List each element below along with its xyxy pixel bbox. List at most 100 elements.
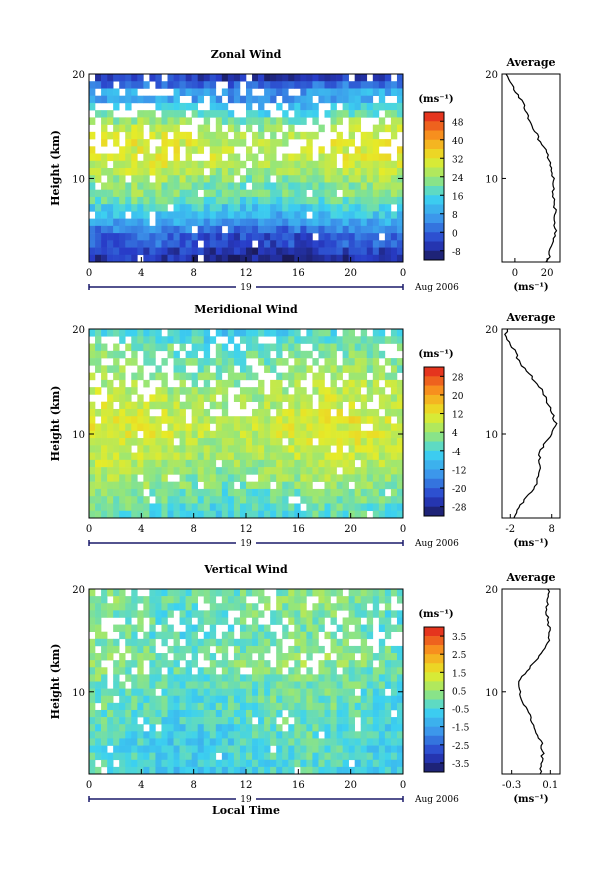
x-tick-label: 20	[344, 524, 357, 535]
heatmap-cell	[342, 225, 349, 234]
heatmap-cell	[378, 688, 386, 697]
heatmap-cell	[101, 589, 108, 597]
heatmap-cell	[258, 350, 265, 359]
heatmap-cell	[215, 168, 223, 176]
heatmap-cell	[264, 596, 271, 604]
heatmap-cell	[131, 168, 138, 176]
heatmap-cell	[209, 467, 217, 475]
heatmap-cell	[360, 160, 368, 169]
day-label-bg	[236, 282, 256, 292]
heatmap-cell	[215, 124, 223, 133]
colorbar-tick-label: -2.5	[452, 742, 470, 752]
heatmap-cell	[161, 702, 168, 711]
heatmap-cell	[366, 225, 374, 234]
heatmap-cell	[354, 117, 362, 125]
heatmap-cell	[119, 124, 126, 133]
heatmap-cell	[185, 204, 192, 212]
heatmap-cell	[131, 488, 138, 497]
heatmap-cell	[360, 488, 368, 497]
heatmap-cell	[264, 247, 271, 256]
heatmap-cell	[318, 445, 325, 453]
heatmap-cell	[239, 617, 247, 625]
heatmap-cell	[227, 503, 235, 512]
heatmap-cell	[239, 738, 247, 746]
heatmap-cell	[342, 168, 349, 176]
heatmap-cell	[107, 695, 114, 704]
heatmap-cell	[107, 74, 114, 82]
heatmap-cell	[312, 160, 319, 169]
heatmap-cell	[101, 603, 108, 611]
heatmap-cell	[252, 617, 259, 625]
heatmap-cell	[252, 674, 259, 682]
heatmap-cell	[336, 724, 343, 732]
heatmap-cell	[125, 416, 132, 424]
heatmap-cell	[354, 631, 362, 640]
heatmap-cell	[233, 139, 241, 147]
heatmap-cell	[288, 653, 295, 661]
heatmap-cell	[360, 95, 368, 104]
heatmap-cell	[179, 336, 186, 344]
heatmap-cell	[179, 488, 186, 497]
heatmap-cell	[378, 168, 386, 176]
heatmap-cell	[324, 416, 331, 424]
heatmap-cell	[336, 496, 343, 504]
x-tick-label: 16	[292, 780, 305, 791]
heatmap-cell	[203, 631, 211, 640]
heatmap-cell	[173, 408, 180, 417]
heatmap-cell	[378, 510, 386, 519]
heatmap-cell	[161, 247, 168, 256]
heatmap-cell	[167, 225, 174, 234]
heatmap-cell	[173, 233, 180, 241]
heatmap-cell	[336, 168, 343, 176]
heatmap-cell	[258, 168, 265, 176]
heatmap-cell	[354, 496, 362, 504]
heatmap-cell	[276, 394, 283, 402]
heatmap-cell	[348, 131, 355, 140]
heatmap-cell	[360, 74, 368, 82]
heatmap-cell	[276, 175, 283, 183]
heatmap-cell	[396, 653, 404, 661]
heatmap-cell	[276, 139, 283, 147]
heatmap-cell	[318, 766, 325, 775]
y-axis-label: Height (km)	[49, 130, 62, 206]
heatmap-cell	[119, 603, 126, 611]
heatmap-cell	[143, 350, 150, 359]
heatmap-cell	[101, 254, 108, 263]
heatmap-cell	[270, 452, 277, 461]
heatmap-cell	[197, 124, 205, 133]
heatmap-cell	[161, 225, 168, 234]
heatmap-cell	[252, 416, 259, 424]
heatmap-cell	[366, 474, 374, 482]
heatmap-cell	[233, 240, 241, 248]
heatmap-cell	[89, 88, 96, 96]
heatmap-cell	[372, 196, 380, 205]
heatmap-cell	[137, 401, 144, 410]
heatmap-cell	[294, 182, 301, 190]
heatmap-cell	[233, 225, 241, 234]
heatmap-cell	[390, 218, 398, 227]
heatmap-cell	[282, 738, 289, 746]
heatmap-cell	[360, 168, 368, 176]
heatmap-cell	[330, 189, 337, 198]
heatmap-cell	[113, 496, 120, 504]
heatmap-cell	[179, 717, 186, 725]
heatmap-cell	[348, 603, 355, 611]
heatmap-cell	[233, 674, 241, 682]
heatmap-cell	[366, 146, 374, 154]
heatmap-cell	[101, 430, 108, 439]
heatmap-cell	[258, 401, 265, 410]
colorbar-band	[424, 717, 444, 727]
heatmap-cell	[258, 124, 265, 133]
heatmap-cell	[396, 438, 404, 446]
heatmap-cell	[294, 731, 301, 739]
heatmap-cell	[173, 254, 180, 263]
heatmap-cell	[185, 638, 192, 647]
heatmap-cell	[143, 745, 150, 753]
heatmap-cell	[155, 667, 162, 675]
heatmap-cell	[203, 124, 211, 133]
heatmap-cell	[113, 645, 120, 654]
heatmap-cell	[167, 168, 174, 176]
heatmap-cell	[209, 667, 217, 675]
heatmap-cell	[119, 589, 126, 597]
heatmap-cell	[384, 610, 392, 618]
